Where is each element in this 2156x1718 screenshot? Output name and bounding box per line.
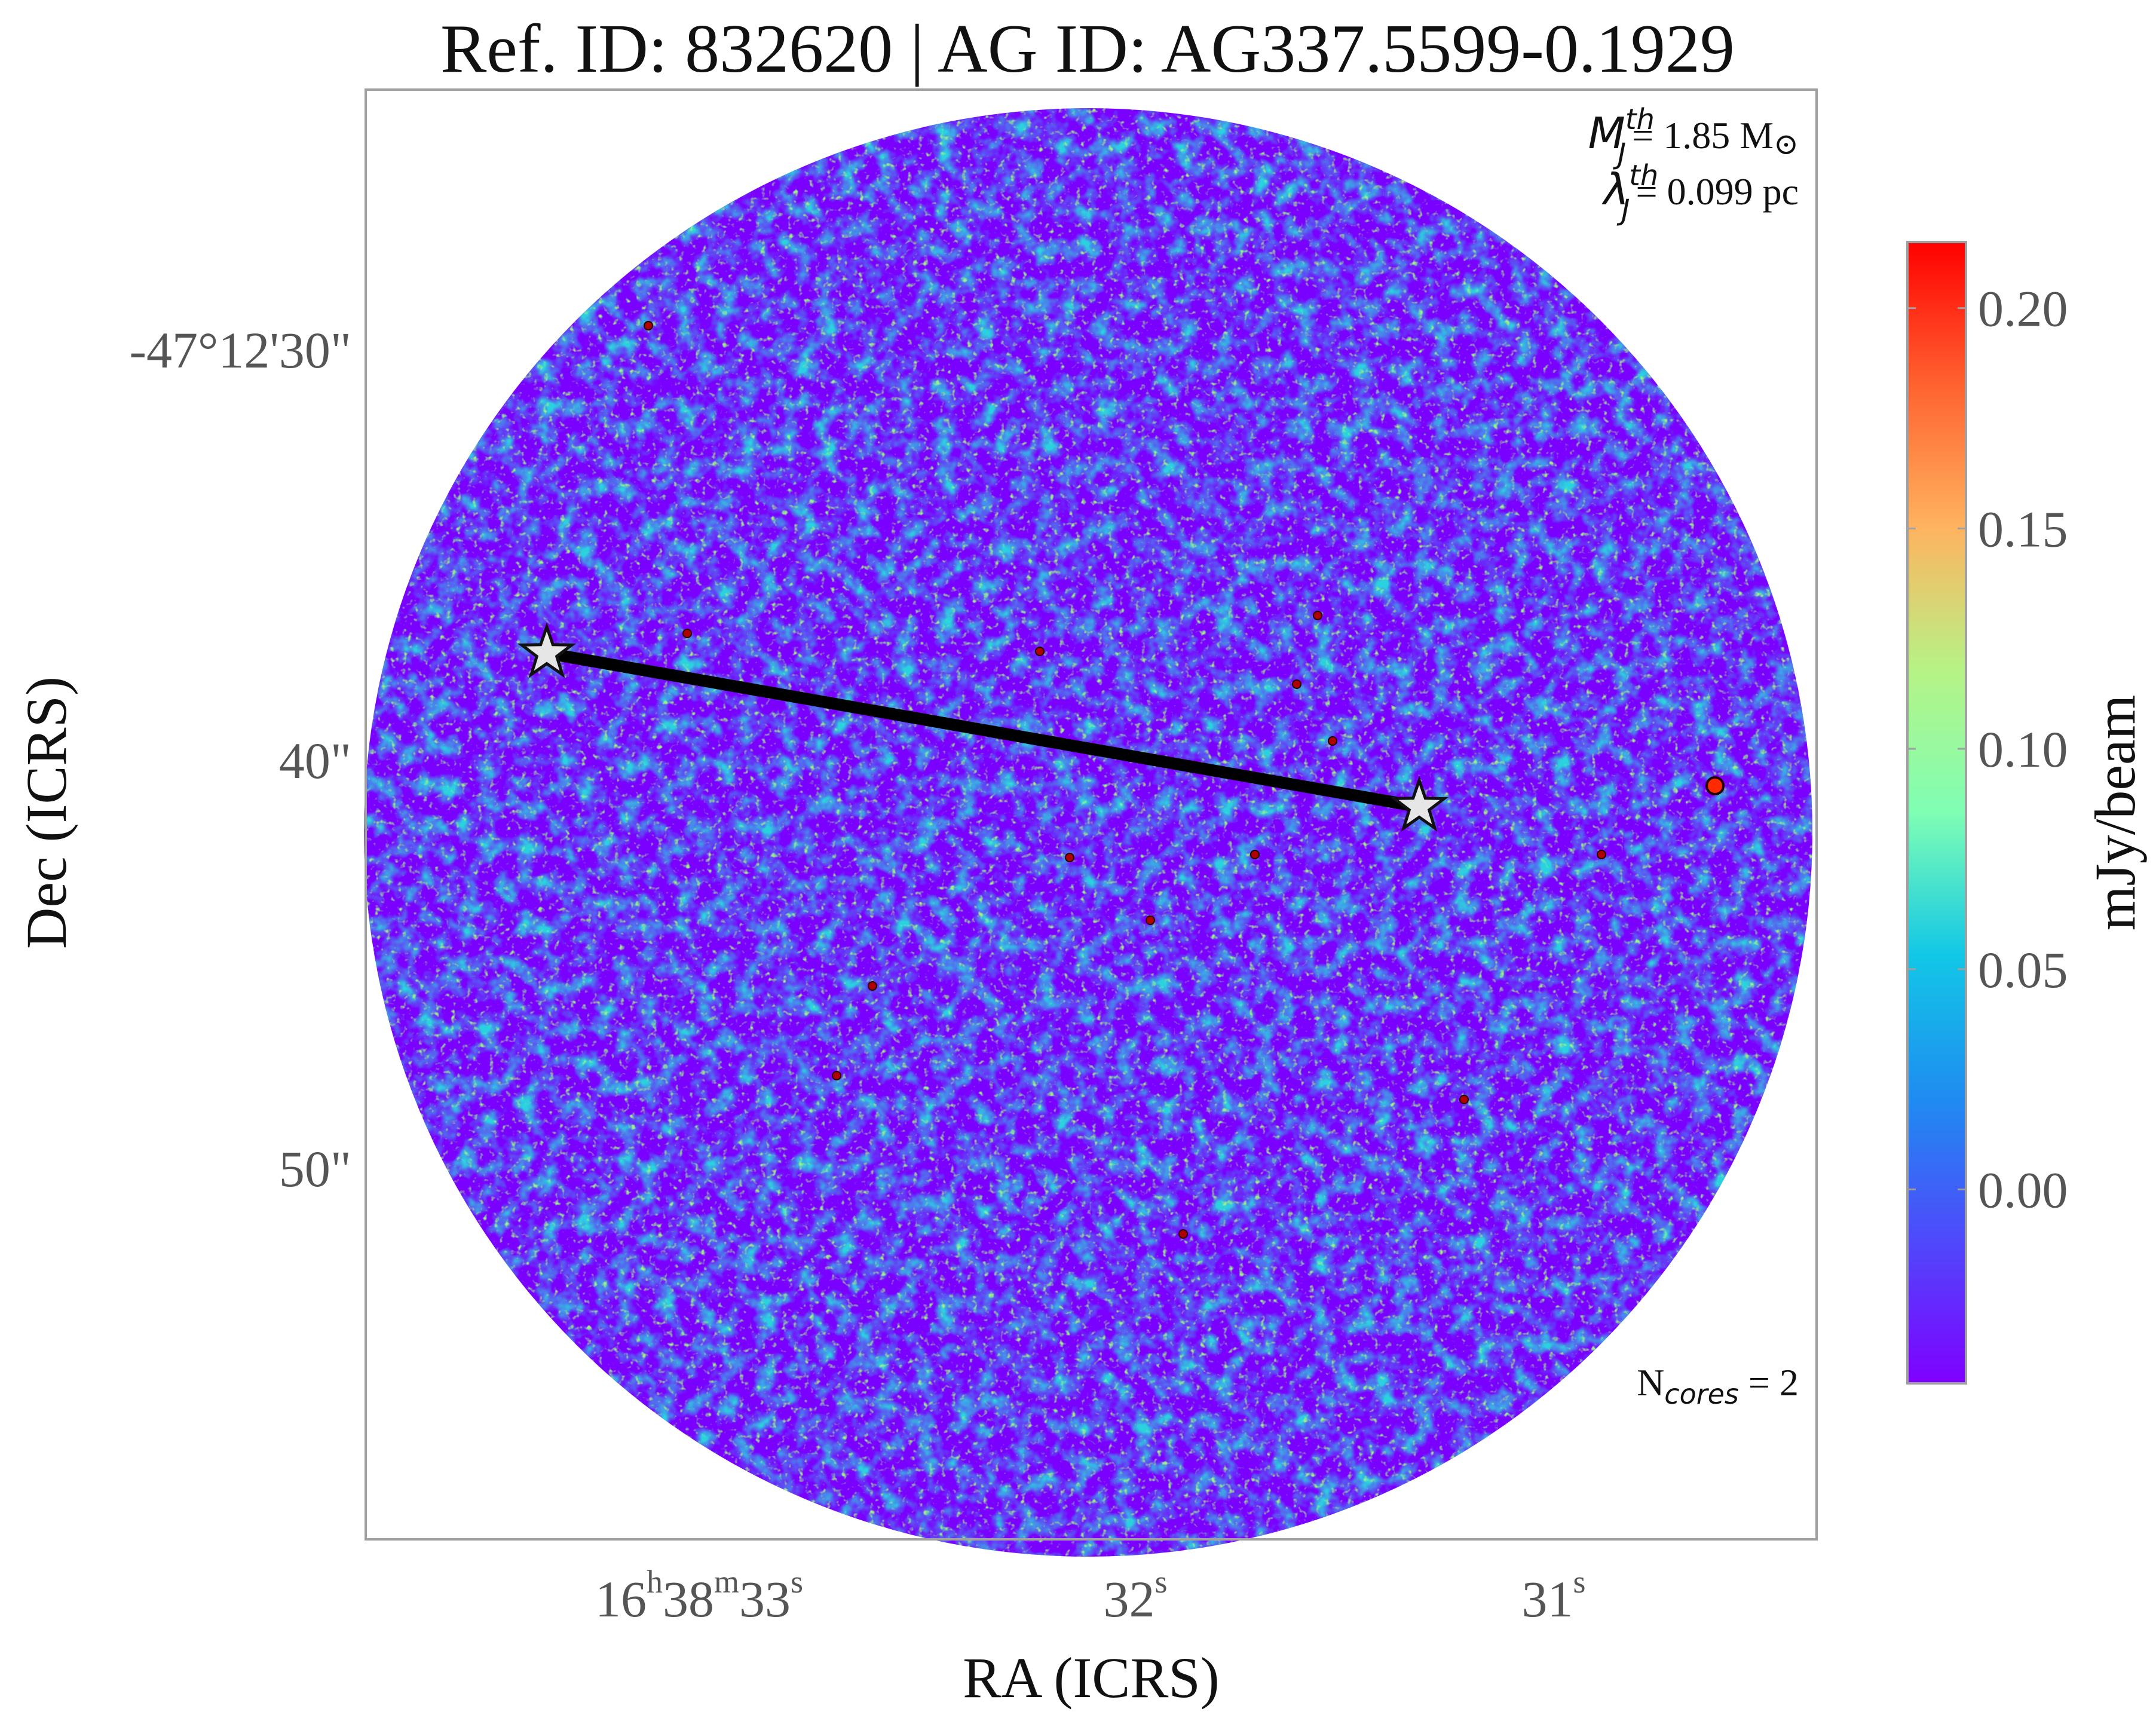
bright-spots: [644, 321, 1725, 1239]
colorbar-tick-label: 0.05: [1978, 941, 2068, 999]
emission-peak: [868, 981, 877, 991]
emission-peak: [1178, 1229, 1188, 1239]
emission-peak: [1597, 850, 1606, 859]
x-tick-label: 16h38m33s: [595, 1564, 803, 1628]
emission-peak: [832, 1071, 841, 1080]
colorbar-tick-label: 0.15: [1978, 500, 2068, 558]
core-marker-1: [517, 622, 577, 678]
x-tick-label: 31s: [1521, 1564, 1585, 1628]
colorbar-ticks: 0.20 0.15 0.10 0.05 0.00: [1907, 280, 2068, 1219]
emission-peak: [1328, 736, 1337, 746]
emission-map: [364, 108, 1812, 1557]
colorbar-tick-label: 0.20: [1978, 280, 2068, 338]
emission-peak: [1250, 850, 1260, 859]
colorbar: [1906, 241, 1967, 1385]
y-tick-label: 50": [279, 1140, 351, 1198]
plot-frame: [365, 88, 1818, 1541]
x-axis-label: RA (ICRS): [963, 1646, 1219, 1710]
colorbar-tick-label: 0.00: [1978, 1162, 2068, 1219]
y-tick-label: 40": [279, 732, 351, 789]
y-tick-label: -47°12'30": [129, 321, 351, 379]
y-axis-label: Dec (ICRS): [14, 676, 78, 949]
emission-peak: [1035, 647, 1045, 656]
emission-peak: [1065, 853, 1074, 862]
jeans-length-annotation: λth J = 0.099 pc: [1601, 159, 1799, 227]
core-marker-2: [1389, 776, 1449, 832]
colorbar-tick-label: 0.10: [1978, 721, 2068, 778]
emission-peak: [1459, 1095, 1469, 1104]
figure-title: Ref. ID: 832620 | AG ID: AG337.5599-0.19…: [440, 11, 1735, 87]
colorbar-label: mJy/beam: [2083, 695, 2147, 931]
emission-peak: [682, 629, 692, 638]
star-icon: [517, 622, 577, 678]
jeans-mass-annotation: Mth J = 1.85 M⊙: [1588, 103, 1799, 171]
emission-peak: [1146, 915, 1155, 925]
cores-count-annotation: Ncores = 2: [1637, 1361, 1799, 1410]
emission-peak: [1292, 679, 1301, 689]
emission-peak: [1313, 611, 1322, 620]
core-connector-line: [541, 647, 1425, 813]
emission-peak: [1705, 776, 1725, 795]
x-tick-label: 32s: [1103, 1564, 1167, 1628]
star-icon: [1389, 776, 1449, 832]
emission-peak: [644, 321, 653, 330]
